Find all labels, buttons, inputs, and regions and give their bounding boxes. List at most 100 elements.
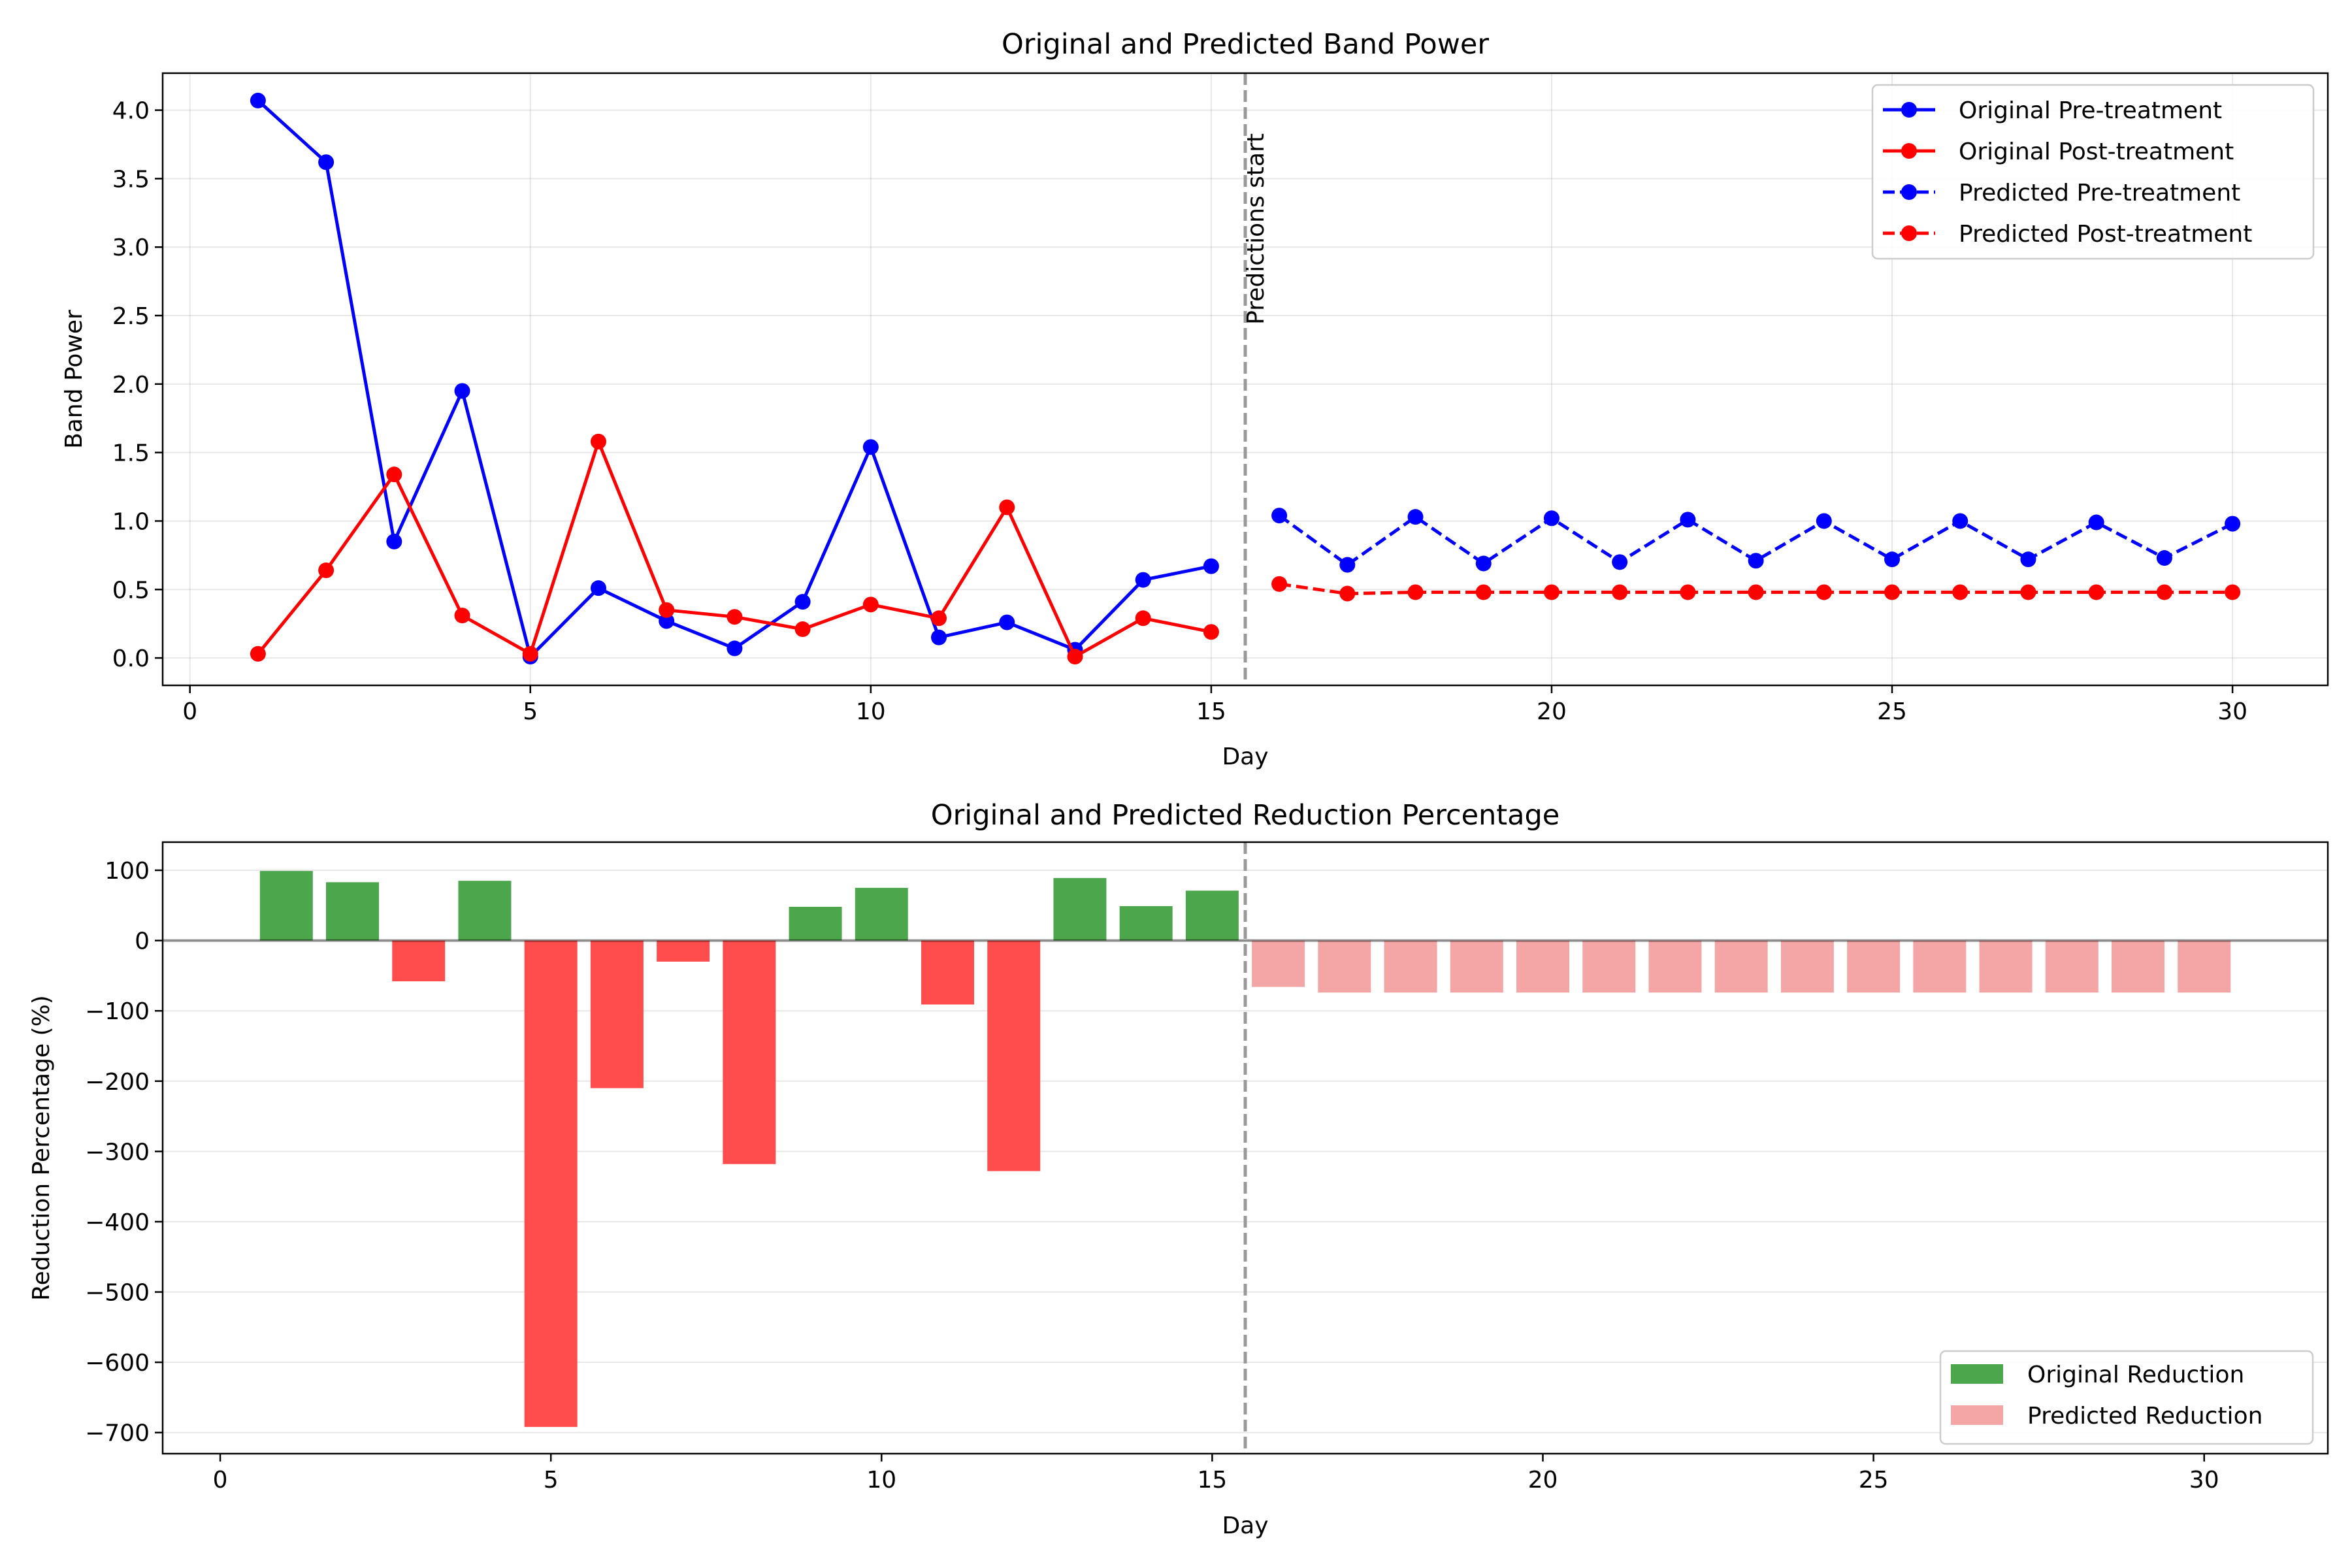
data-point	[2020, 584, 2036, 600]
legend: Original Pre-treatment Original Post-trea…	[1871, 84, 2315, 260]
data-point	[454, 608, 470, 624]
data-point	[2225, 515, 2241, 532]
data-point	[1475, 555, 1492, 572]
original-reduction-bar	[590, 940, 644, 1088]
data-point	[1271, 508, 1288, 524]
data-point	[1271, 576, 1288, 592]
y-tick-label: 3.5	[112, 166, 150, 193]
data-point	[1884, 551, 1901, 568]
original-reduction-bar	[657, 940, 710, 962]
y-tick-label: 4.0	[112, 98, 150, 125]
data-point	[862, 596, 879, 613]
predicted-reduction-bar	[1847, 940, 1901, 993]
x-tick-label: 20	[1528, 1467, 1558, 1494]
predictions-start-label: Predictions start	[1243, 133, 1269, 325]
data-point	[386, 466, 402, 483]
data-point	[1475, 584, 1492, 600]
legend-label: Original Post-treatment	[1959, 139, 2234, 165]
reduction-percentage-chart: 0 5 10 15 20 25 30 100 0 −100 −200 −300 −400 −500 −600…	[28, 799, 2329, 1539]
data-point	[794, 594, 811, 610]
y-axis-label: Reduction Percentage (%)	[28, 995, 55, 1301]
data-point	[1407, 584, 1424, 600]
data-point	[931, 610, 947, 627]
data-point	[1339, 585, 1356, 602]
legend-label: Predicted Post-treatment	[1959, 221, 2252, 248]
x-axis-label: Day	[1222, 1512, 1268, 1539]
original-reduction-bar	[392, 940, 446, 982]
data-point	[862, 439, 879, 455]
data-point	[794, 621, 811, 638]
x-tick-label: 0	[182, 698, 197, 725]
x-tick-label: 10	[866, 1467, 896, 1494]
y-tick-label: −400	[85, 1209, 150, 1236]
legend-marker	[1901, 184, 1917, 200]
predicted-reduction-bar	[1913, 940, 1967, 993]
chart-title: Original and Predicted Reduction Percent…	[931, 799, 1560, 832]
y-tick-label: 0.5	[112, 577, 150, 604]
predicted-reduction-bar	[1384, 940, 1437, 993]
original-reduction-bar	[326, 882, 379, 941]
data-point	[2156, 584, 2172, 600]
data-point	[590, 580, 606, 596]
predicted-reduction-bar	[1582, 940, 1636, 993]
data-point	[659, 602, 675, 618]
data-point	[1612, 584, 1628, 600]
band-power-chart: Predictions start 0 5 10 15 20 25 30 0.0 0.5 1.0 1.…	[61, 28, 2329, 770]
legend-swatch-predicted	[1951, 1405, 2003, 1425]
predicted-reduction-bar	[1714, 940, 1768, 993]
original-reduction-bar	[1053, 877, 1107, 941]
original-reduction-bar	[987, 940, 1041, 1171]
data-point	[2020, 551, 2036, 568]
x-tick-label: 5	[544, 1467, 559, 1494]
original-reduction-bar	[855, 887, 908, 941]
data-point	[454, 383, 470, 399]
legend-label: Original Reduction	[2027, 1362, 2244, 1388]
predicted-reduction-bar	[1780, 940, 1834, 993]
data-point	[1680, 584, 1696, 600]
data-point	[999, 499, 1015, 515]
data-point	[1067, 648, 1083, 664]
data-point	[1680, 512, 1696, 528]
data-point	[2225, 584, 2241, 600]
legend-label: Original Pre-treatment	[1959, 97, 2222, 124]
data-point	[250, 92, 266, 108]
predicted-reduction-bar	[1252, 940, 1305, 987]
data-point	[1543, 510, 1560, 527]
legend-marker	[1901, 143, 1917, 159]
x-tick-label: 0	[213, 1467, 228, 1494]
data-point	[1884, 584, 1901, 600]
x-tick-label: 25	[1859, 1467, 1889, 1494]
y-tick-label: −200	[85, 1069, 150, 1096]
original-reduction-bar	[458, 881, 512, 941]
legend-box	[1871, 84, 2315, 260]
x-tick-label: 30	[2217, 698, 2247, 725]
data-point	[1952, 584, 1968, 600]
y-tick-label: 3.0	[112, 235, 150, 261]
predicted-reduction-bar	[1979, 940, 2033, 993]
original-reduction-bar	[1119, 906, 1173, 941]
legend-label: Predicted Pre-treatment	[1959, 180, 2240, 206]
original-reduction-bar	[259, 871, 313, 941]
y-tick-label: 1.5	[112, 440, 150, 467]
y-tick-label: 100	[105, 858, 150, 885]
legend-marker	[1901, 225, 1917, 241]
original-reduction-bar	[723, 940, 776, 1164]
data-point	[1135, 572, 1151, 588]
predicted-reduction-bar	[2112, 940, 2164, 993]
data-point	[659, 613, 675, 629]
legend-marker	[1901, 102, 1917, 118]
x-axis-label: Day	[1222, 743, 1268, 770]
y-tick-label: 1.0	[112, 508, 150, 535]
x-tick-label: 20	[1537, 698, 1567, 725]
data-point	[1203, 558, 1219, 574]
predicted-reduction-bar	[1516, 940, 1569, 993]
data-point	[727, 640, 743, 657]
original-reduction-bar	[1185, 890, 1239, 941]
data-point	[1612, 554, 1628, 570]
legend-label: Predicted Reduction	[2027, 1403, 2262, 1429]
legend-box	[1939, 1350, 2314, 1445]
data-point	[999, 614, 1015, 630]
data-point	[1203, 624, 1219, 640]
y-tick-label: 2.0	[112, 372, 150, 399]
chart-title: Original and Predicted Band Power	[1002, 28, 1489, 61]
